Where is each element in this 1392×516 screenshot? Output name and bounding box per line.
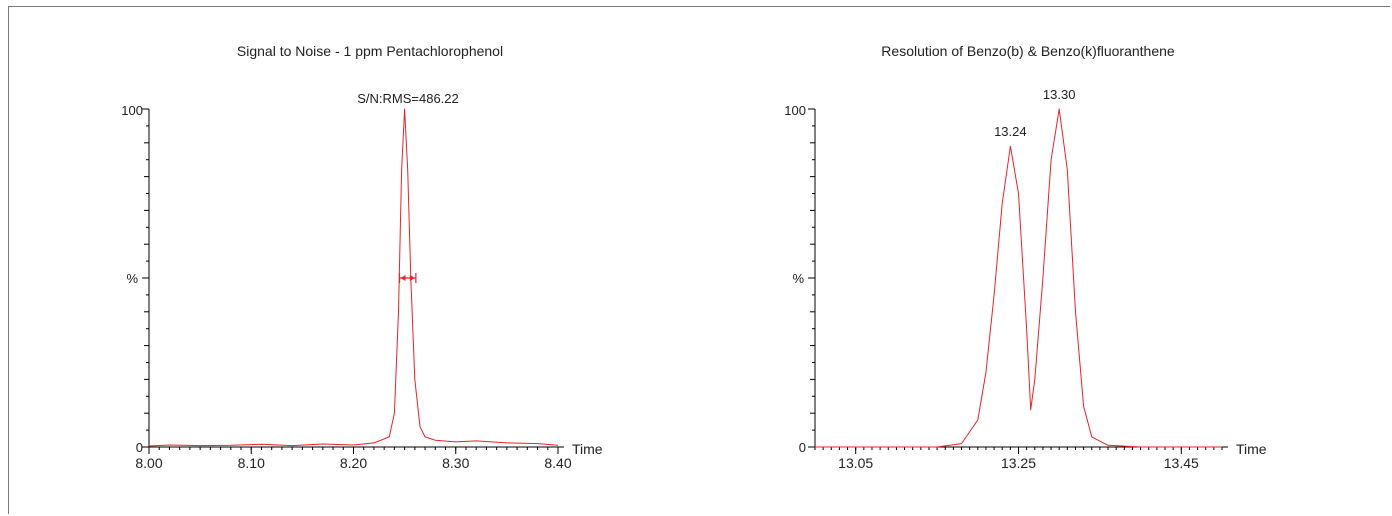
- peak-label: 13.30: [1043, 87, 1076, 102]
- y-axis-label: %: [792, 271, 804, 286]
- x-tick-label: 13.05: [838, 455, 873, 471]
- x-tick-label: 13.45: [1164, 455, 1199, 471]
- series-line-0: [148, 108, 559, 447]
- chart-signal-to-noise: Signal to Noise - 1 ppm Pentachloropheno…: [121, 43, 603, 471]
- peak-label: 13.24: [994, 124, 1027, 139]
- annotation-label: S/N:RMS=486.22: [357, 91, 459, 106]
- peak-width-marker: [398, 273, 417, 283]
- x-tick-label: 8.10: [238, 455, 265, 471]
- y-tick-label-0: 0: [136, 440, 143, 455]
- x-tick-label: 8.20: [340, 455, 367, 471]
- x-axis-label: Time: [572, 441, 603, 457]
- chart-resolution: Resolution of Benzo(b) & Benzo(k)fluoran…: [784, 43, 1267, 471]
- chart-title: Signal to Noise - 1 ppm Pentachloropheno…: [237, 43, 503, 59]
- y-tick-label-100: 100: [121, 103, 143, 118]
- x-tick-label: 8.40: [544, 455, 571, 471]
- figure-frame: [8, 6, 1390, 514]
- series-line-0: [815, 108, 1222, 448]
- chart-title: Resolution of Benzo(b) & Benzo(k)fluoran…: [881, 43, 1175, 59]
- y-tick-label-100: 100: [784, 103, 806, 118]
- y-tick-label-0: 0: [799, 440, 806, 455]
- y-axis-label: %: [126, 271, 138, 286]
- x-tick-label: 8.30: [442, 455, 469, 471]
- x-axis-label: Time: [1236, 441, 1267, 457]
- x-tick-label: 8.00: [135, 455, 162, 471]
- x-tick-label: 13.25: [1001, 455, 1036, 471]
